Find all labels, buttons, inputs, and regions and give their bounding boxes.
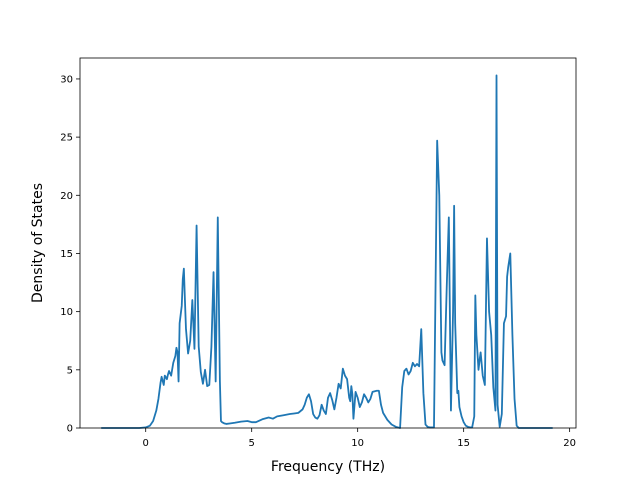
x-axis-ticks: 0 5 10 15 20 <box>143 428 576 449</box>
y-tick-label: 25 <box>60 133 73 144</box>
dos-series-line <box>101 74 553 429</box>
x-tick-label: 5 <box>249 438 255 449</box>
x-tick-label: 10 <box>351 438 364 449</box>
x-tick-label: 0 <box>143 438 149 449</box>
y-tick-label: 0 <box>67 424 73 435</box>
x-tick-label: 20 <box>563 438 576 449</box>
y-tick-label: 5 <box>67 365 73 376</box>
y-tick-label: 30 <box>60 74 73 85</box>
y-axis-label: Density of States <box>30 183 46 303</box>
y-tick-label: 20 <box>60 191 73 202</box>
x-axis-label: Frequency (THz) <box>271 459 385 475</box>
y-tick-label: 15 <box>60 249 73 260</box>
plot-area <box>101 74 553 429</box>
y-tick-label: 10 <box>60 307 73 318</box>
axes-frame <box>79 57 577 429</box>
x-tick-label: 15 <box>457 438 470 449</box>
y-axis-ticks: 0 5 10 15 20 25 30 <box>60 74 80 435</box>
